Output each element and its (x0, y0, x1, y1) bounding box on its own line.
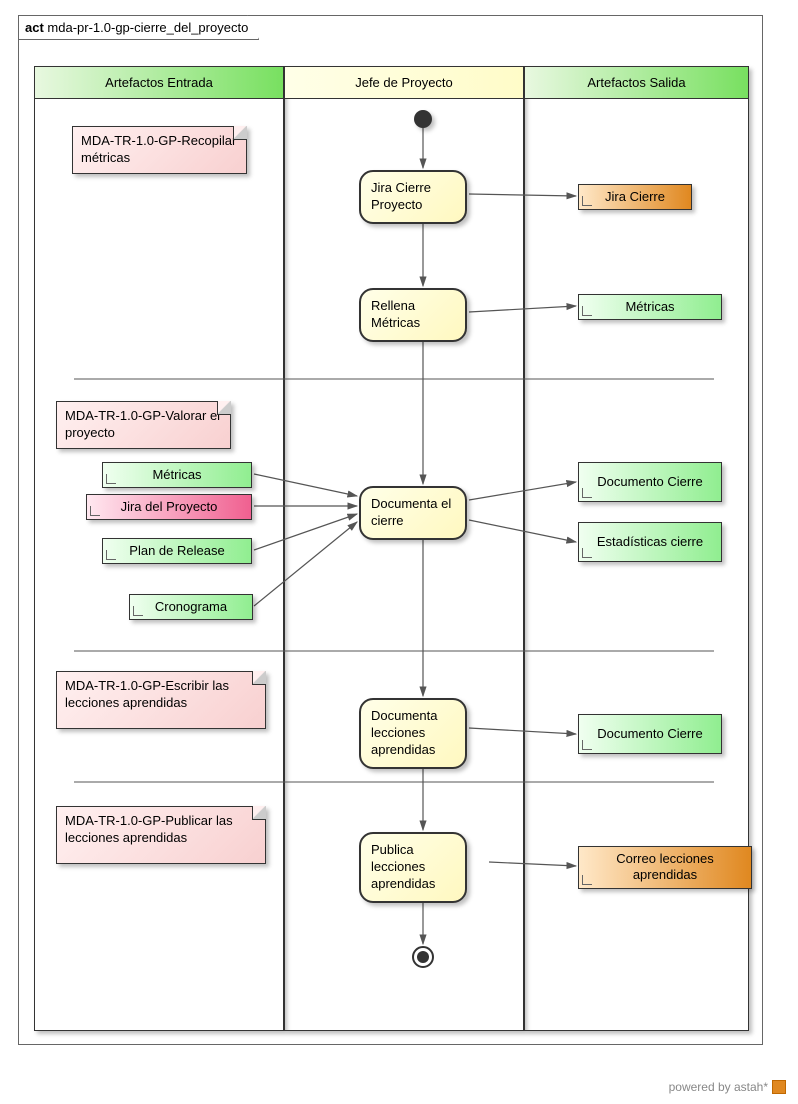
diagram-frame: act mda-pr-1.0-gp-cierre_del_proyecto Ar… (18, 15, 763, 1045)
artifact: Jira Cierre (578, 184, 692, 210)
note: MDA-TR-1.0-GP-Recopilar métricas (72, 126, 247, 174)
note: MDA-TR-1.0-GP-Publicar las lecciones apr… (56, 806, 266, 864)
activity-node: Documenta el cierre (359, 486, 467, 540)
initial-node (414, 110, 432, 128)
artifact: Métricas (578, 294, 722, 320)
artifact: Jira del Proyecto (86, 494, 252, 520)
artifact: Documento Cierre (578, 462, 722, 502)
note: MDA-TR-1.0-GP-Escribir las lecciones apr… (56, 671, 266, 729)
footer-text: powered by astah* (669, 1080, 768, 1094)
artifact: Métricas (102, 462, 252, 488)
activity-node: Rellena Métricas (359, 288, 467, 342)
activity-node: Jira Cierre Proyecto (359, 170, 467, 224)
diagram-canvas: MDA-TR-1.0-GP-Recopilar métricas MDA-TR-1… (34, 66, 749, 1031)
artifact: Correo lecciones aprendidas (578, 846, 752, 889)
note: MDA-TR-1.0-GP-Valorar el proyecto (56, 401, 231, 449)
artifact: Documento Cierre (578, 714, 722, 754)
artifact: Estadísticas cierre (578, 522, 722, 562)
activity-node: Publica lecciones aprendidas (359, 832, 467, 903)
frame-prefix: act (25, 20, 44, 35)
final-node (412, 946, 434, 968)
activity-node: Documenta lecciones aprendidas (359, 698, 467, 769)
footer: powered by astah* (669, 1080, 786, 1094)
astah-logo-icon (772, 1080, 786, 1094)
frame-title: mda-pr-1.0-gp-cierre_del_proyecto (47, 20, 248, 35)
artifact: Cronograma (129, 594, 253, 620)
frame-title-tab: act mda-pr-1.0-gp-cierre_del_proyecto (18, 15, 259, 40)
artifact: Plan de Release (102, 538, 252, 564)
